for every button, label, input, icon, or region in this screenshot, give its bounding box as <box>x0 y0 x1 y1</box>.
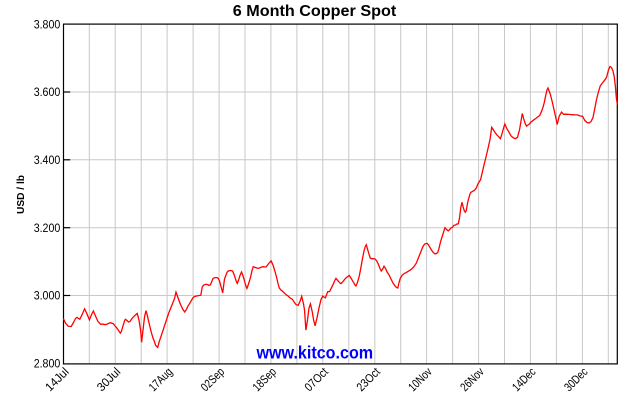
svg-text:14Dec: 14Dec <box>509 365 538 394</box>
svg-text:30Dec: 30Dec <box>561 365 590 394</box>
svg-text:3.200: 3.200 <box>34 221 61 235</box>
svg-text:10Nov: 10Nov <box>405 365 434 394</box>
svg-text:23Oct: 23Oct <box>354 364 384 394</box>
svg-text:3.400: 3.400 <box>34 153 61 167</box>
svg-text:26Nov: 26Nov <box>457 365 486 394</box>
svg-text:3.000: 3.000 <box>34 289 61 303</box>
svg-text:USD / lb: USD / lb <box>16 175 27 214</box>
svg-text:2.800: 2.800 <box>34 357 61 371</box>
svg-text:30Jul: 30Jul <box>94 365 123 394</box>
svg-text:07Oct: 07Oct <box>302 364 332 394</box>
svg-text:18Sep: 18Sep <box>250 365 280 395</box>
svg-text:17Aug: 17Aug <box>146 365 175 394</box>
svg-text:www.kitco.com: www.kitco.com <box>256 343 374 363</box>
svg-text:3.800: 3.800 <box>34 17 61 31</box>
svg-text:02Sep: 02Sep <box>198 365 228 395</box>
svg-text:6 Month Copper Spot: 6 Month Copper Spot <box>233 3 397 20</box>
svg-text:3.600: 3.600 <box>34 85 61 99</box>
